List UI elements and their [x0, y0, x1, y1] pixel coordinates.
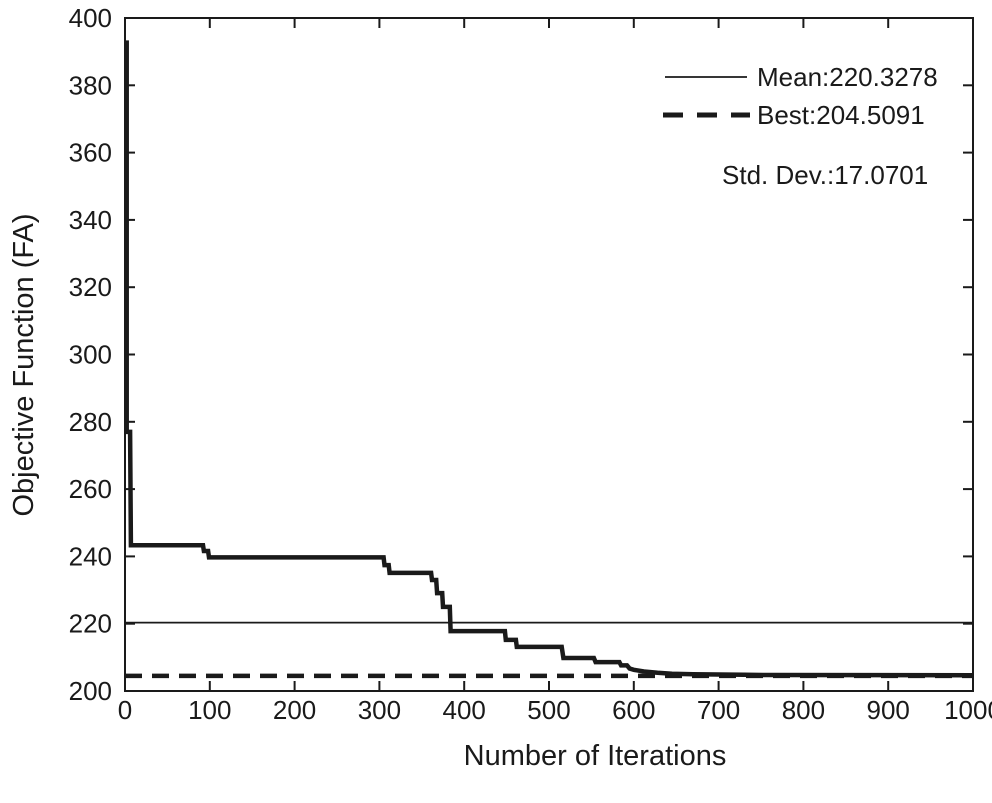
y-tick-label: 280 [69, 407, 112, 437]
y-tick-label: 400 [69, 3, 112, 33]
x-tick-label: 900 [867, 695, 910, 725]
x-tick-label: 1000 [944, 695, 992, 725]
y-tick-label: 340 [69, 205, 112, 235]
x-tick-label: 0 [118, 695, 132, 725]
y-tick-label: 260 [69, 474, 112, 504]
legend-std-dev-label: Std. Dev.:17.0701 [722, 160, 928, 190]
legend: Mean:220.3278 Best:204.5091 Std. Dev.:17… [663, 62, 938, 190]
y-tick-label: 300 [69, 340, 112, 370]
x-tick-label: 500 [527, 695, 570, 725]
y-axis-title: Objective Function (FA) [8, 214, 40, 517]
x-tick-label: 300 [358, 695, 401, 725]
x-axis-title: Number of Iterations [464, 740, 727, 772]
x-tick-label: 700 [697, 695, 740, 725]
y-tick-label: 200 [69, 676, 112, 706]
legend-best-label: Best:204.5091 [757, 100, 925, 130]
x-tick-label: 100 [188, 695, 231, 725]
axes-layer: 0 100 200 300 400 500 600 700 800 900 1000 200 220 24… [69, 3, 992, 725]
series-layer [124, 40, 974, 679]
legend-mean-label: Mean:220.3278 [757, 62, 938, 92]
y-tick-label: 240 [69, 541, 112, 571]
y-tick-label: 220 [69, 609, 112, 639]
x-tick-label: 600 [612, 695, 655, 725]
y-tick-label: 360 [69, 138, 112, 168]
convergence-curve [124, 40, 974, 678]
y-tick-label: 320 [69, 272, 112, 302]
x-tick-label: 200 [273, 695, 316, 725]
x-tick-label: 400 [443, 695, 486, 725]
y-tick-label: 380 [69, 70, 112, 100]
x-tick-label: 800 [782, 695, 825, 725]
